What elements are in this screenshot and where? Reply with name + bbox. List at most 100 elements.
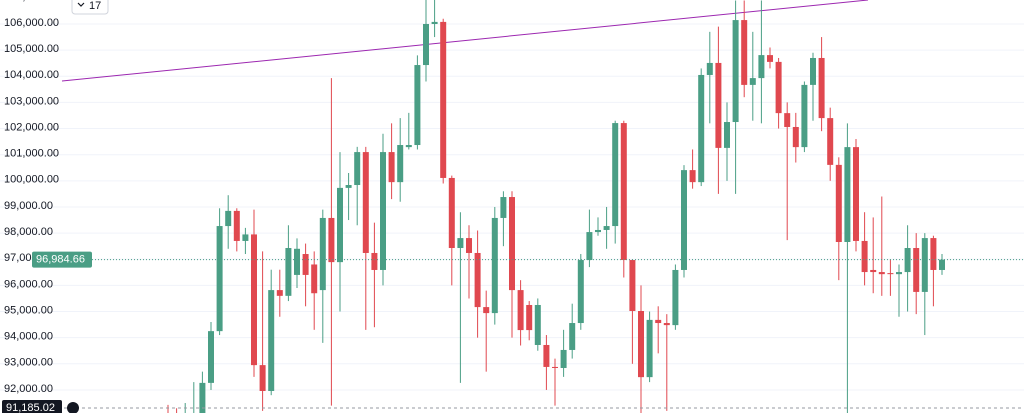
candle-body: [663, 323, 670, 326]
candle-body: [603, 226, 610, 230]
candle-body: [672, 269, 679, 326]
candle-body: [861, 240, 868, 273]
candle-body: [706, 62, 713, 75]
candle-body: [216, 226, 223, 332]
candle-body: [534, 304, 541, 345]
candle-body: [569, 323, 576, 350]
candle-body: [491, 217, 498, 314]
candle-body: [586, 232, 593, 261]
y-tick-label: 105,000.00: [4, 43, 59, 55]
candle-body: [509, 197, 515, 291]
candle-body: [801, 84, 808, 148]
candle-body: [921, 238, 928, 292]
candle-body: [268, 290, 275, 391]
candle-body: [939, 259, 945, 270]
candle-body: [775, 61, 782, 114]
candle-body: [913, 248, 920, 292]
candle-body: [517, 290, 524, 331]
candle-body: [208, 331, 214, 383]
candle-body: [397, 145, 404, 183]
candle-body: [362, 152, 369, 253]
candle-body: [732, 20, 739, 123]
candle-body: [354, 152, 361, 186]
candle-body: [311, 264, 318, 294]
candle-body: [844, 147, 851, 242]
candle-body: [904, 248, 911, 273]
y-tick-label: 98,000.00: [4, 226, 53, 238]
candle-body: [887, 273, 894, 275]
last-price-box: [32, 251, 92, 268]
candle-body: [199, 382, 206, 413]
candle-body: [414, 65, 421, 146]
candle-body: [715, 62, 722, 148]
candle-body: [792, 126, 799, 148]
candle-body: [646, 319, 653, 378]
candle-body: [474, 252, 481, 308]
y-tick-label: 106,000.00: [4, 17, 59, 29]
candle-body: [560, 349, 567, 368]
candle-body: [302, 254, 309, 275]
candle-body: [758, 55, 765, 79]
last-price-label: 96,984.66: [36, 254, 85, 266]
candle-body: [483, 307, 490, 314]
candle-body: [629, 260, 636, 312]
candle-body: [784, 113, 791, 127]
candle-body: [457, 238, 464, 249]
candle-body: [698, 74, 705, 183]
y-tick-label: 104,000.00: [4, 69, 59, 81]
candle-body: [878, 272, 885, 275]
candle-body: [827, 118, 834, 165]
candle-body: [577, 260, 584, 324]
candle-body: [500, 197, 507, 218]
candle-body: [612, 123, 619, 227]
y-tick-label: 99,000.00: [4, 200, 53, 212]
candle-body: [810, 57, 816, 85]
candle-body: [285, 248, 292, 296]
candle-body: [423, 23, 429, 66]
low-marker-box: [2, 400, 62, 413]
candle-body: [276, 290, 283, 296]
y-tick-label: 95,000.00: [4, 304, 53, 316]
candle-body: [749, 78, 756, 85]
candle-body: [251, 234, 257, 366]
candle-body: [337, 187, 343, 263]
candle-body: [638, 311, 644, 378]
candle-body: [896, 272, 902, 275]
candle-body: [259, 365, 266, 391]
candle-body: [552, 366, 558, 368]
y-tick-label: 92,000.00: [4, 383, 53, 395]
candle-body: [328, 217, 335, 263]
candle-body: [440, 21, 447, 178]
candle-body: [835, 164, 842, 242]
interval-badge[interactable]: 17: [71, 0, 109, 15]
candle-body: [405, 145, 412, 148]
candle-body: [620, 123, 627, 261]
candle-body: [818, 57, 825, 119]
candle-body: [526, 304, 533, 331]
y-tick-label: 103,000.00: [4, 95, 59, 107]
candle-body: [767, 55, 773, 62]
chevron: [77, 2, 85, 7]
candle-body: [225, 210, 232, 227]
candle-body: [345, 185, 352, 188]
badge-box: [71, 0, 109, 15]
y-tick-label: 102,000.00: [4, 121, 59, 133]
candle-body: [242, 234, 249, 241]
candle-body: [371, 252, 378, 270]
candle-body: [930, 238, 937, 270]
candle-body: [741, 20, 748, 85]
candle-body: [380, 152, 386, 270]
candle-body: [870, 269, 877, 273]
badge-count: 17: [89, 0, 101, 12]
candle-body: [853, 147, 859, 241]
candle-body: [388, 152, 395, 183]
y-tick-label: 94,000.00: [4, 331, 53, 343]
lock-icon: [67, 402, 79, 413]
low-marker-label: 91,185.02: [6, 402, 55, 413]
candles: [167, 0, 945, 413]
candle-body: [595, 229, 601, 233]
candle-body: [689, 170, 696, 183]
candle-body: [448, 177, 455, 249]
